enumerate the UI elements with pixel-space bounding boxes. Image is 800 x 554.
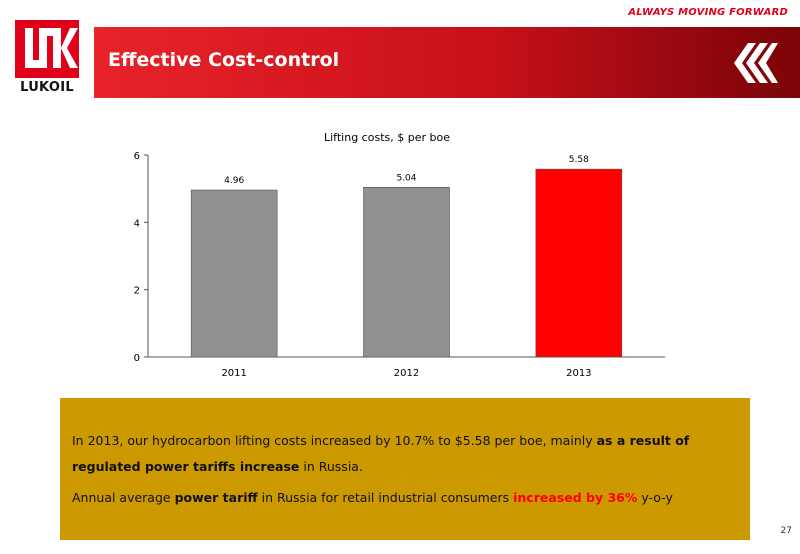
lukoil-logo-icon	[15, 20, 79, 78]
chart-title: Lifting costs, $ per boe	[324, 131, 450, 144]
logo-text: LUKOIL	[20, 80, 74, 95]
info-box: In 2013, our hydrocarbon lifting costs i…	[60, 398, 750, 540]
page-title: Effective Cost-control	[108, 49, 340, 71]
bar-value-label: 5.58	[569, 155, 589, 165]
info-line-1: In 2013, our hydrocarbon lifting costs i…	[72, 433, 690, 448]
lifting-costs-chart: Lifting costs, $ per boe 0 2 4 6 4.96 2011 5.…	[134, 131, 665, 379]
lukoil-logo: LUKOIL	[12, 18, 82, 100]
y-tick-label: 0	[134, 353, 140, 364]
info-line-2: regulated power tariffs increase in Russ…	[72, 459, 363, 474]
page-number: 27	[780, 526, 792, 536]
bar-2011	[190, 189, 278, 358]
title-banner: Effective Cost-control	[94, 27, 800, 98]
chevrons-icon	[734, 43, 778, 83]
x-tick-label: 2012	[394, 368, 419, 379]
y-tick-label: 4	[134, 218, 140, 229]
y-tick-label: 6	[134, 151, 140, 162]
tagline: ALWAYS MOVING FORWARD	[628, 7, 788, 18]
bar-value-label: 4.96	[224, 176, 244, 186]
bar-2012	[363, 187, 450, 358]
info-line-3: Annual average power tariff in Russia fo…	[72, 490, 673, 505]
bar-value-label: 5.04	[396, 173, 416, 183]
x-tick-label: 2011	[221, 368, 246, 379]
bar-2013	[535, 168, 623, 358]
y-tick-label: 2	[134, 286, 140, 297]
x-tick-label: 2013	[566, 368, 591, 379]
